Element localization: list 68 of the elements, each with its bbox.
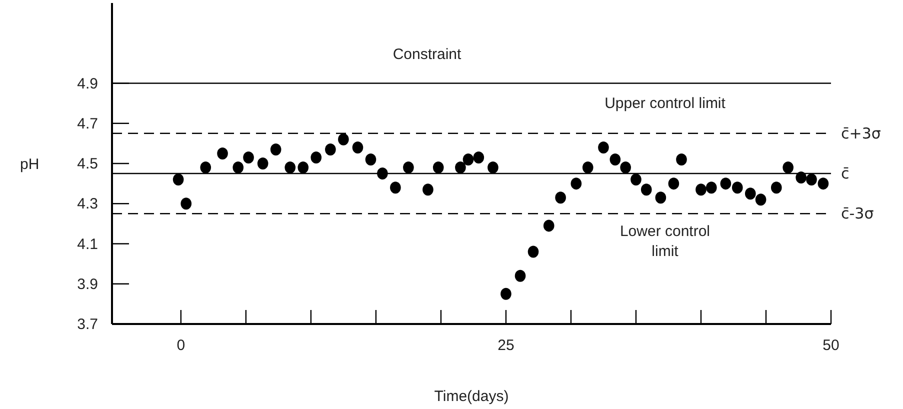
y-axis-title: pH	[20, 156, 40, 173]
y-tick-label: 3.7	[77, 316, 98, 333]
point	[377, 168, 388, 180]
point	[676, 153, 687, 166]
point	[310, 151, 322, 164]
y-tick-label: 3.9	[77, 276, 98, 293]
annotation: Lower control limit	[620, 223, 710, 260]
point	[325, 143, 336, 156]
x-tick-label: 0	[176, 337, 186, 354]
x-tick-label: 50	[822, 337, 840, 354]
point	[352, 141, 364, 154]
point	[172, 174, 184, 186]
point	[755, 194, 766, 206]
point	[620, 162, 631, 174]
point	[570, 178, 582, 190]
point	[806, 174, 817, 186]
point	[744, 188, 756, 200]
point	[528, 246, 539, 258]
ref-line-label: c̄	[841, 164, 850, 183]
point	[488, 162, 498, 174]
point	[818, 178, 829, 190]
point	[217, 147, 228, 160]
point	[243, 151, 254, 164]
point	[462, 153, 474, 166]
point	[610, 153, 621, 166]
point	[782, 162, 794, 174]
y-tick-label: 4.3	[77, 196, 98, 213]
point	[200, 162, 212, 174]
point	[706, 182, 717, 194]
point	[338, 133, 349, 146]
point	[455, 162, 466, 174]
annotation: Upper control limit	[604, 95, 726, 112]
point	[180, 198, 192, 210]
point	[640, 184, 652, 196]
point	[270, 143, 282, 156]
point	[298, 162, 309, 174]
point	[257, 158, 268, 170]
ref-line-label: c̄+3σ	[841, 124, 882, 142]
point	[284, 162, 296, 174]
point	[720, 178, 732, 190]
point	[655, 192, 666, 204]
point	[403, 162, 414, 174]
point	[770, 182, 782, 194]
point	[365, 153, 376, 166]
point	[732, 182, 743, 194]
point	[432, 162, 444, 174]
y-tick-label: 4.9	[77, 75, 98, 92]
point	[390, 182, 401, 194]
point	[555, 192, 566, 204]
point	[630, 174, 642, 186]
point	[543, 220, 554, 232]
y-tick-label: 4.1	[77, 236, 98, 253]
point	[422, 184, 434, 196]
point	[696, 184, 706, 196]
point	[796, 172, 806, 184]
point	[598, 141, 609, 154]
point	[500, 288, 512, 300]
y-tick-label: 4.5	[77, 156, 98, 172]
ref-line-label: c̄-3σ	[841, 204, 874, 223]
point	[232, 162, 244, 174]
point	[668, 178, 680, 190]
point	[582, 162, 594, 174]
x-tick-label: 25	[498, 337, 514, 354]
point	[514, 270, 526, 282]
y-tick-label: 4.7	[77, 115, 98, 132]
x-axis-title: Time(days)	[434, 388, 509, 405]
point	[473, 151, 484, 164]
annotation: Constraint	[392, 46, 462, 63]
